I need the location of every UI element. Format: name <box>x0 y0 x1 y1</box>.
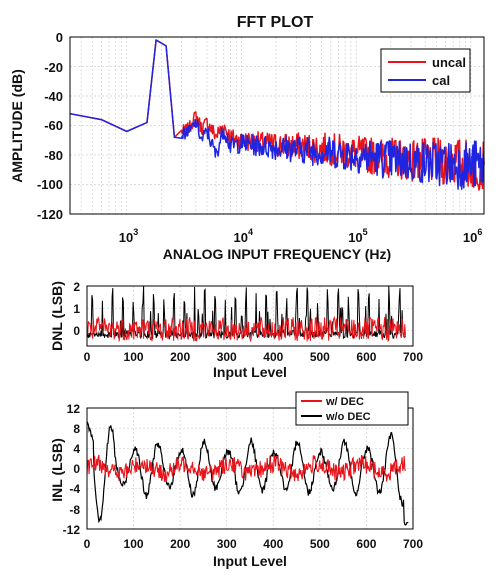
inl-series-w-dec <box>86 454 407 483</box>
fft-frame <box>69 36 485 215</box>
fft-legend-box <box>380 48 471 93</box>
dnl-xlabel: Input Level <box>213 364 287 380</box>
fft-legend: uncal cal <box>380 48 471 93</box>
dnl-xticks: 0 100 200 300 400 500 600 700 <box>84 350 424 364</box>
inl-ytick: -8 <box>69 503 80 517</box>
inl-ytick: 8 <box>73 422 80 436</box>
fft-xtick: 106 <box>463 227 482 245</box>
fft-xticks: 103 104 105 106 <box>119 227 483 245</box>
dnl-series-red <box>86 315 406 343</box>
inl-xlabel: Input Level <box>213 553 287 569</box>
fft-ylabel: AMPLITUDE (dB) <box>9 69 25 183</box>
fft-ytick: -20 <box>44 60 63 75</box>
inl-series-wo-dec <box>86 421 409 526</box>
inl-xtick: 0 <box>84 537 91 551</box>
dnl-xtick: 400 <box>263 350 283 364</box>
fft-ytick: -60 <box>44 118 63 133</box>
inl-xtick: 500 <box>310 537 330 551</box>
inl-series <box>86 421 409 526</box>
fft-title: FFT PLOT <box>237 14 314 31</box>
fft-series <box>69 39 485 191</box>
inl-ytick: -4 <box>69 482 80 496</box>
inl-ytick: 0 <box>73 462 80 476</box>
dnl-chart: 2 1 0 0 100 200 300 400 500 600 700 Inpu… <box>49 280 423 380</box>
fft-chart: FFT PLOT 0 -20 -40 -60 -80 -100 -120 103… <box>9 14 485 262</box>
inl-xticks: 0 100 200 300 400 500 600 700 <box>84 537 424 551</box>
fft-ytick: -100 <box>37 177 63 192</box>
inl-legend: w/ DEC w/o DEC <box>295 391 409 426</box>
legend-label-uncal: uncal <box>432 55 466 70</box>
inl-xtick: 100 <box>124 537 144 551</box>
inl-ytick: -12 <box>63 523 81 537</box>
dnl-xtick: 700 <box>403 350 423 364</box>
fft-xtick: 103 <box>119 227 138 245</box>
dnl-frame <box>86 285 414 347</box>
dnl-ytick: 1 <box>73 302 80 316</box>
dnl-xtick: 600 <box>356 350 376 364</box>
inl-frame <box>86 407 414 530</box>
inl-chart: 12 8 4 0 -4 -8 -12 0 100 200 300 400 500… <box>49 391 424 569</box>
inl-xtick: 200 <box>170 537 190 551</box>
inl-ytick: 12 <box>67 402 81 416</box>
inl-xtick: 600 <box>356 537 376 551</box>
fft-ytick: -80 <box>44 148 63 163</box>
legend-label-wo-dec: w/o DEC <box>325 411 371 423</box>
fft-ytick: -40 <box>44 89 63 104</box>
dnl-xtick: 500 <box>310 350 330 364</box>
dnl-series <box>86 286 406 343</box>
inl-ytick: 4 <box>73 442 80 456</box>
dnl-xtick: 0 <box>84 350 91 364</box>
inl-xtick: 300 <box>217 537 237 551</box>
fft-ytick: -120 <box>37 207 63 222</box>
dnl-xtick: 300 <box>217 350 237 364</box>
fft-ytick: 0 <box>56 30 63 45</box>
legend-label-cal: cal <box>432 73 450 88</box>
dnl-ytick: 2 <box>73 280 80 294</box>
fft-xlabel: ANALOG INPUT FREQUENCY (Hz) <box>163 246 391 262</box>
fft-series-cal <box>69 39 485 190</box>
inl-xtick: 700 <box>403 537 423 551</box>
fft-xtick: 105 <box>348 227 367 245</box>
legend-label-w-dec: w/ DEC <box>325 396 364 408</box>
inl-ylabel: INL (LSB) <box>49 438 65 502</box>
dnl-ylabel: DNL (LSB) <box>49 281 65 351</box>
fft-xtick: 104 <box>233 227 252 245</box>
dnl-xtick: 200 <box>170 350 190 364</box>
inl-xtick: 400 <box>263 537 283 551</box>
dnl-ytick: 0 <box>73 324 80 338</box>
dnl-xtick: 100 <box>124 350 144 364</box>
inl-legend-box <box>295 391 409 426</box>
